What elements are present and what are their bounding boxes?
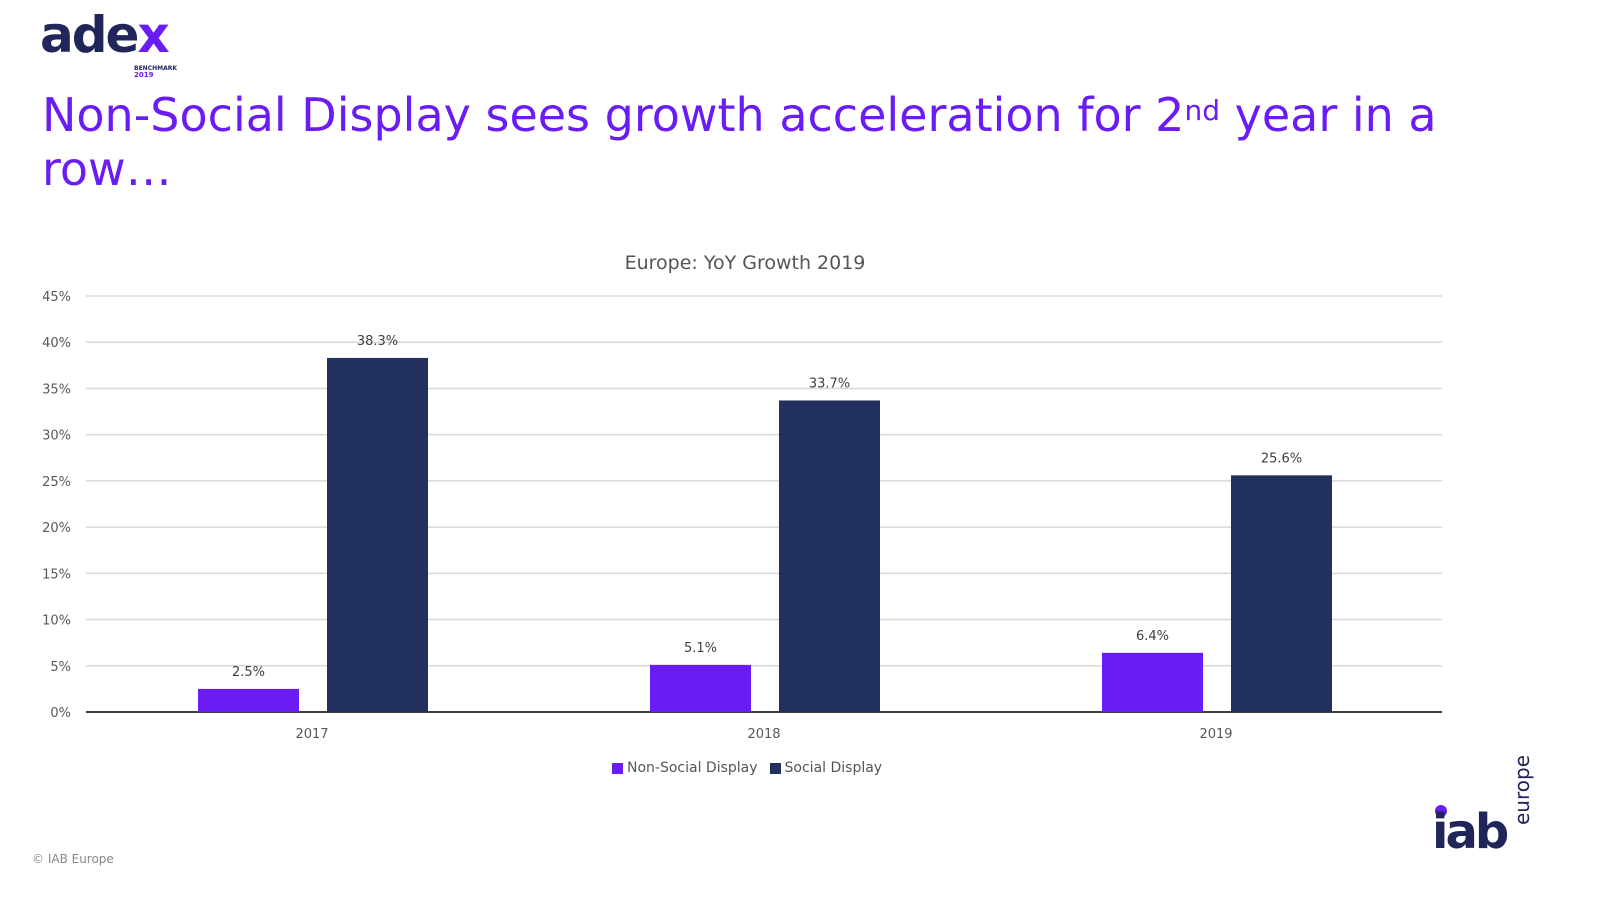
- y-tick-label: 0%: [50, 706, 71, 721]
- y-tick-label: 40%: [42, 336, 71, 351]
- data-label: 2.5%: [232, 665, 265, 680]
- x-tick-label: 2017: [295, 727, 328, 742]
- legend-item-social: Social Display: [769, 760, 882, 776]
- y-tick-label: 5%: [50, 660, 71, 675]
- iab-europe-logo: iab europe: [1432, 755, 1534, 860]
- data-label: 38.3%: [357, 334, 398, 349]
- data-label: 25.6%: [1261, 451, 1302, 466]
- bar-non-social-2018: [650, 664, 751, 712]
- bar-social-2018: [779, 400, 880, 712]
- x-tick-label: 2018: [747, 727, 780, 742]
- legend: Non-Social Display Social Display: [612, 760, 882, 776]
- bar-non-social-2019: [1102, 652, 1203, 712]
- y-tick-label: 25%: [42, 475, 71, 490]
- y-tick-label: 15%: [42, 567, 71, 582]
- bar-social-2019: [1231, 475, 1332, 712]
- y-tick-label: 30%: [42, 429, 71, 444]
- data-label: 33.7%: [809, 376, 850, 391]
- y-tick-label: 10%: [42, 614, 71, 629]
- copyright: © IAB Europe: [32, 852, 114, 866]
- bar-social-2017: [327, 357, 428, 712]
- adex-logo-text: adex: [40, 6, 170, 64]
- page-title: Non-Social Display sees growth accelerat…: [42, 88, 1437, 196]
- bar-non-social-2017: [198, 688, 299, 712]
- adex-logo: adex BENCHMARK 2019: [40, 6, 180, 82]
- data-label: 6.4%: [1136, 629, 1169, 644]
- x-tick-label: 2019: [1199, 727, 1232, 742]
- y-tick-label: 45%: [42, 290, 71, 305]
- chart-title: Europe: YoY Growth 2019: [625, 252, 866, 274]
- y-tick-label: 35%: [42, 382, 71, 397]
- data-label: 5.1%: [684, 641, 717, 656]
- legend-item-non-social: Non-Social Display: [612, 760, 758, 776]
- y-tick-label: 20%: [42, 521, 71, 536]
- adex-logo-sub: BENCHMARK 2019: [134, 65, 178, 79]
